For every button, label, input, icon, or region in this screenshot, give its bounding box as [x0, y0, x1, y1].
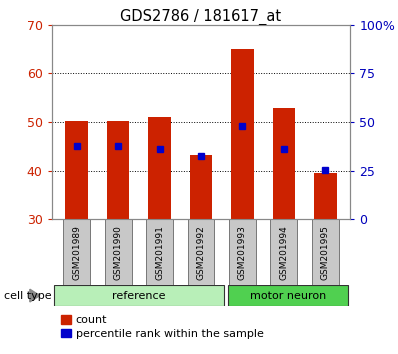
Bar	[54, 285, 224, 306]
Bar	[63, 219, 90, 285]
Bar	[146, 219, 173, 285]
Text: GSM201992: GSM201992	[197, 225, 205, 280]
Bar	[189, 155, 213, 219]
Bar	[148, 117, 171, 219]
Title: GDS2786 / 181617_at: GDS2786 / 181617_at	[121, 8, 281, 25]
Text: reference: reference	[112, 291, 166, 301]
Text: GSM201989: GSM201989	[72, 225, 81, 280]
Bar	[107, 121, 129, 219]
Text: GSM201990: GSM201990	[113, 225, 123, 280]
Bar	[312, 219, 339, 285]
Polygon shape	[30, 289, 40, 302]
Text: GSM201995: GSM201995	[321, 225, 330, 280]
Legend: count, percentile rank within the sample: count, percentile rank within the sample	[61, 315, 263, 339]
Bar	[270, 219, 297, 285]
Bar	[65, 121, 88, 219]
Bar	[231, 49, 254, 219]
Bar	[314, 173, 337, 219]
Bar	[229, 219, 256, 285]
Text: GSM201993: GSM201993	[238, 225, 247, 280]
Text: cell type: cell type	[4, 291, 52, 301]
Text: GSM201994: GSM201994	[279, 225, 289, 280]
Bar	[187, 219, 215, 285]
Text: motor neuron: motor neuron	[250, 291, 326, 301]
Bar	[273, 108, 295, 219]
Bar	[105, 219, 132, 285]
Bar	[228, 285, 348, 306]
Text: GSM201991: GSM201991	[155, 225, 164, 280]
